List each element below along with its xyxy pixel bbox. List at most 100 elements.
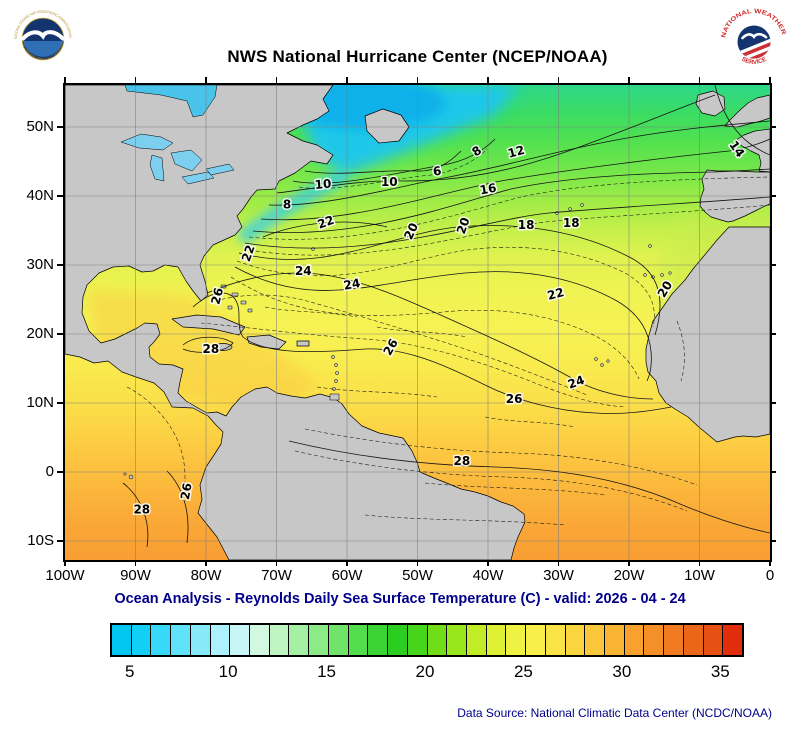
great-lakes xyxy=(120,133,235,185)
x-tick-mark xyxy=(275,560,278,566)
colorbar-cell xyxy=(506,625,527,655)
colorbar-tick-label: 25 xyxy=(513,662,533,681)
y-tick-mark xyxy=(770,333,776,335)
data-source-note: Data Source: National Climatic Data Cent… xyxy=(457,706,772,720)
x-tick-mark xyxy=(346,560,348,566)
island-specks xyxy=(123,203,672,480)
england-landmass xyxy=(724,94,770,128)
y-tick-mark xyxy=(57,333,63,335)
colorbar-tick-label: 10 xyxy=(218,662,238,681)
noaa-gull-icon xyxy=(21,30,65,41)
y-tick-mark xyxy=(770,540,776,542)
colorbar-cell xyxy=(466,625,487,655)
x-tick-mark xyxy=(275,77,278,83)
colorbar-cell xyxy=(664,625,684,655)
y-tick-mark xyxy=(770,402,776,404)
colorbar-cell xyxy=(545,625,566,655)
x-tick-label: 10W xyxy=(684,567,715,584)
figure-caption: Ocean Analysis - Reynolds Daily Sea Surf… xyxy=(114,591,686,607)
x-tick-mark xyxy=(698,77,701,83)
colorbar-cell xyxy=(348,625,369,655)
y-tick-mark xyxy=(57,264,63,266)
x-tick-mark xyxy=(557,560,560,566)
nws-logo: NATIONAL WEATHER SERVICE xyxy=(719,6,789,76)
x-tick-mark xyxy=(64,560,66,566)
y-tick-mark xyxy=(57,471,63,473)
y-tick-mark xyxy=(770,264,776,266)
x-tick-label: 20W xyxy=(613,567,645,584)
x-tick-mark xyxy=(205,77,207,83)
x-tick-mark xyxy=(134,77,137,83)
contour-label: 18 xyxy=(518,218,535,232)
colorbar-cell xyxy=(210,625,231,655)
colorbar-tick-label: 35 xyxy=(710,662,730,681)
y-tick-mark xyxy=(770,471,776,473)
cuba-island xyxy=(171,314,246,336)
colorbar-cell xyxy=(486,625,507,655)
x-tick-mark xyxy=(64,77,66,83)
contour-label: 24 xyxy=(295,264,312,278)
colorbar-cell xyxy=(151,625,172,655)
colorbar-cell xyxy=(388,625,408,655)
contour-label: 6 xyxy=(432,164,442,179)
colorbar-cell xyxy=(230,625,251,655)
colorbar-cell xyxy=(309,625,329,655)
colorbar-cell xyxy=(585,625,605,655)
isotherm-contours xyxy=(122,85,770,548)
contour-label: 10 xyxy=(314,177,332,192)
contour-label: 12 xyxy=(506,143,526,161)
contour-label: 26 xyxy=(178,482,195,501)
x-tick-mark xyxy=(134,560,137,566)
x-tick-label: 100W xyxy=(45,567,85,584)
x-tick-mark xyxy=(487,560,489,566)
colorbar-cell xyxy=(723,625,742,655)
hudson-james-bay xyxy=(124,85,218,118)
inland-water xyxy=(120,85,235,185)
jamaica-island xyxy=(213,343,233,351)
colorbar-cell xyxy=(703,625,724,655)
newfoundland-island xyxy=(364,108,410,144)
colorbar-tick-label: 30 xyxy=(612,662,632,681)
x-tick-label: 90W xyxy=(120,567,151,584)
contour-label: 26 xyxy=(208,286,226,306)
contour-label: 26 xyxy=(506,392,523,406)
y-tick-label: 0 xyxy=(45,463,54,480)
americas-landmass xyxy=(65,85,526,560)
colorbar-cell xyxy=(565,625,586,655)
y-tick-mark xyxy=(770,195,776,197)
sst-map: 6 8 8 10 10 12 14 16 18 18 20 20 20 22 22 22 24 24 24 26 26 2… xyxy=(63,83,772,562)
y-tick-label: 50N xyxy=(26,118,54,135)
y-tick-label: 10N xyxy=(26,394,54,411)
colorbar-cell xyxy=(683,625,704,655)
x-tick-label: 50W xyxy=(402,567,433,584)
x-tick-label: 70W xyxy=(261,567,292,584)
contour-label: 28 xyxy=(203,342,220,356)
y-tick-label: 30N xyxy=(26,256,54,273)
africa-landmass xyxy=(645,226,770,443)
x-tick-mark xyxy=(769,560,771,566)
page-title: NWS National Hurricane Center (NCEP/NOAA… xyxy=(227,47,608,66)
contour-label: 16 xyxy=(479,181,498,198)
ireland-island xyxy=(695,90,726,117)
noaa-logo: NATIONAL OCEANIC AND ATMOSPHERIC ADMINIS… xyxy=(14,10,72,62)
y-tick-label: 20N xyxy=(26,325,54,342)
temperature-colorbar xyxy=(110,623,744,657)
y-tick-mark xyxy=(57,540,63,542)
colorbar-cell xyxy=(427,625,448,655)
x-tick-label: 0 xyxy=(765,567,775,584)
nws-gull-icon xyxy=(741,32,768,40)
nws-ring-text-bottom: SERVICE xyxy=(740,56,768,66)
x-tick-label: 80W xyxy=(190,567,222,584)
colorbar-cell xyxy=(131,625,152,655)
x-tick-mark xyxy=(628,560,630,566)
x-tick-mark xyxy=(205,560,207,566)
colorbar-cell xyxy=(328,625,349,655)
x-tick-mark xyxy=(557,77,560,83)
colorbar-tick-label: 15 xyxy=(317,662,337,681)
colorbar-cell xyxy=(190,625,211,655)
colorbar-cell xyxy=(289,625,310,655)
colorbar-cell xyxy=(269,625,290,655)
x-tick-mark xyxy=(698,560,701,566)
